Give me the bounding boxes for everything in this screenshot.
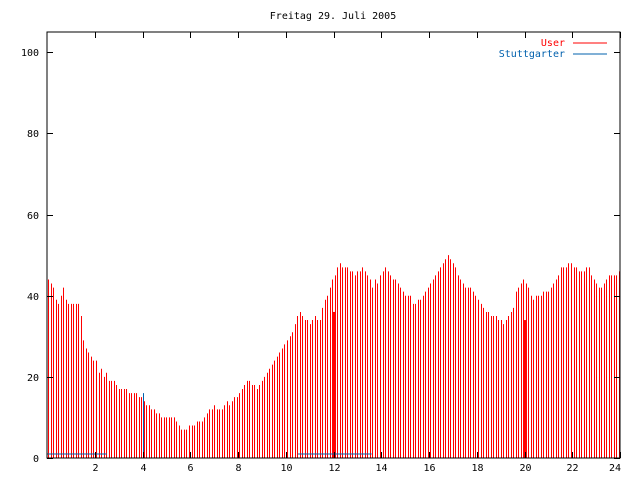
y-axis: 0 20 40 60 80 100 — [21, 48, 620, 465]
user-spike — [524, 320, 526, 458]
bars-layer — [48, 255, 620, 458]
user-spike — [333, 311, 335, 458]
x-tick-label: 8 — [235, 463, 241, 474]
x-tick-label: 16 — [423, 463, 435, 474]
plot-frame — [46, 31, 621, 459]
x-tick-label: 12 — [328, 463, 340, 474]
y-tick-label: 100 — [21, 48, 39, 59]
legend: User Stuttgarter — [499, 38, 607, 60]
x-tick-label: 20 — [519, 463, 531, 474]
y-tick-label: 0 — [33, 454, 39, 465]
y-tick-label: 20 — [27, 373, 39, 384]
x-axis: 2 4 6 8 10 12 14 16 18 20 22 24 — [92, 32, 621, 474]
x-tick-label: 14 — [375, 463, 387, 474]
x-tick-label: 22 — [566, 463, 578, 474]
legend-user-label: User — [541, 38, 565, 49]
y-tick-label: 60 — [27, 211, 39, 222]
y-tick-label: 40 — [27, 292, 39, 303]
legend-stuttgarter-label: Stuttgarter — [499, 49, 565, 60]
x-tick-label: 2 — [92, 463, 98, 474]
chart-title: Freitag 29. Juli 2005 — [270, 11, 396, 22]
x-tick-label: 24 — [609, 463, 621, 474]
x-tick-label: 4 — [140, 463, 146, 474]
x-tick-label: 6 — [187, 463, 193, 474]
x-tick-label: 18 — [471, 463, 483, 474]
y-tick-label: 80 — [27, 129, 39, 140]
x-tick-label: 10 — [280, 463, 292, 474]
